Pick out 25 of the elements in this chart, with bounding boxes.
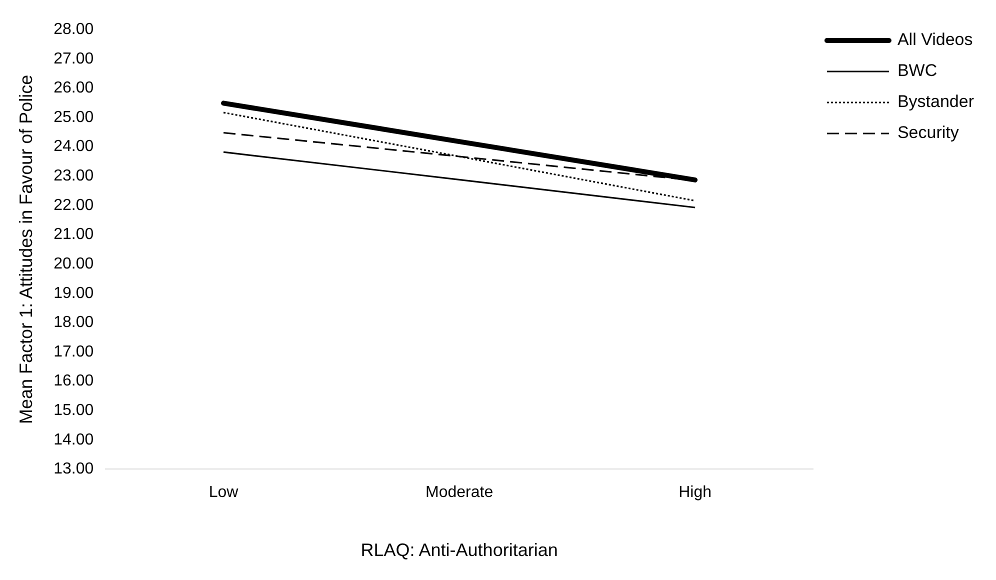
x-tick-label: Low: [208, 484, 239, 502]
y-tick-label: 21.00: [54, 226, 94, 244]
y-tick-label: 27.00: [54, 50, 94, 68]
y-tick-label: 20.00: [54, 255, 94, 272]
legend-label: All Videos: [897, 30, 973, 50]
y-tick-label: 26.00: [54, 80, 94, 97]
x-tick-label: Moderate: [426, 484, 494, 502]
y-axis-title: Mean Factor 1: Attitudes in Favour of Police: [16, 74, 36, 424]
x-axis-title: RLAQ: Anti-Authoritarian: [360, 540, 558, 560]
y-tick-label: 13.00: [54, 460, 94, 478]
y-tick-label: 28.00: [54, 21, 94, 38]
y-tick-label: 25.00: [54, 108, 94, 126]
y-tick-label: 19.00: [54, 284, 94, 302]
y-tick-label: 16.00: [54, 372, 94, 390]
legend-label: Bystander: [897, 92, 974, 112]
y-tick-label: 18.00: [54, 314, 94, 332]
y-tick-label: 14.00: [54, 431, 94, 448]
legend-label: Security: [897, 123, 960, 142]
y-tick-label: 24.00: [54, 138, 94, 156]
y-tick-label: 22.00: [54, 196, 94, 214]
y-tick-label: 23.00: [54, 168, 94, 185]
x-tick-label: High: [678, 484, 712, 502]
y-tick-label: 17.00: [54, 343, 94, 360]
y-tick-label: 15.00: [54, 402, 94, 419]
legend-label: BWC: [897, 61, 938, 80]
